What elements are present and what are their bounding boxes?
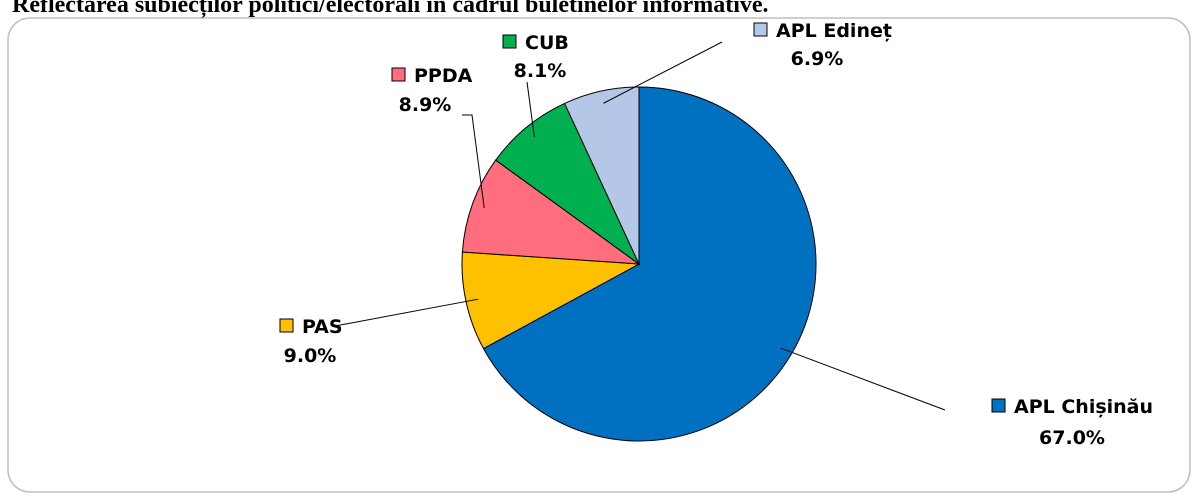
value-label: 6.9%	[791, 48, 844, 70]
legend-key	[753, 22, 768, 37]
pie-slice	[482, 86, 817, 442]
slice-label: APL Chișinău	[1014, 396, 1153, 418]
value-label: 8.1%	[514, 60, 567, 82]
slice-label: APL Edineț	[776, 20, 892, 42]
pie-slice	[563, 86, 640, 265]
leader-line	[462, 114, 485, 209]
legend-key	[279, 318, 294, 333]
leader-line	[780, 347, 946, 411]
value-label: 67.0%	[1039, 427, 1105, 449]
slice-label: CUB	[525, 32, 569, 54]
pie-slice	[495, 102, 641, 266]
value-label: 9.0%	[284, 345, 337, 367]
slice-label: PPDA	[414, 65, 473, 87]
legend-key	[502, 34, 517, 49]
legend-key	[991, 398, 1006, 413]
value-label: 8.9%	[399, 94, 452, 116]
slice-label: PAS	[302, 316, 343, 338]
leader-line	[526, 81, 535, 137]
chart-title: Reflectarea subiecților politici/elector…	[12, 0, 769, 18]
leader-line	[334, 298, 479, 327]
leader-line	[603, 41, 723, 104]
pie-slice	[461, 159, 641, 265]
legend-key	[391, 67, 406, 82]
